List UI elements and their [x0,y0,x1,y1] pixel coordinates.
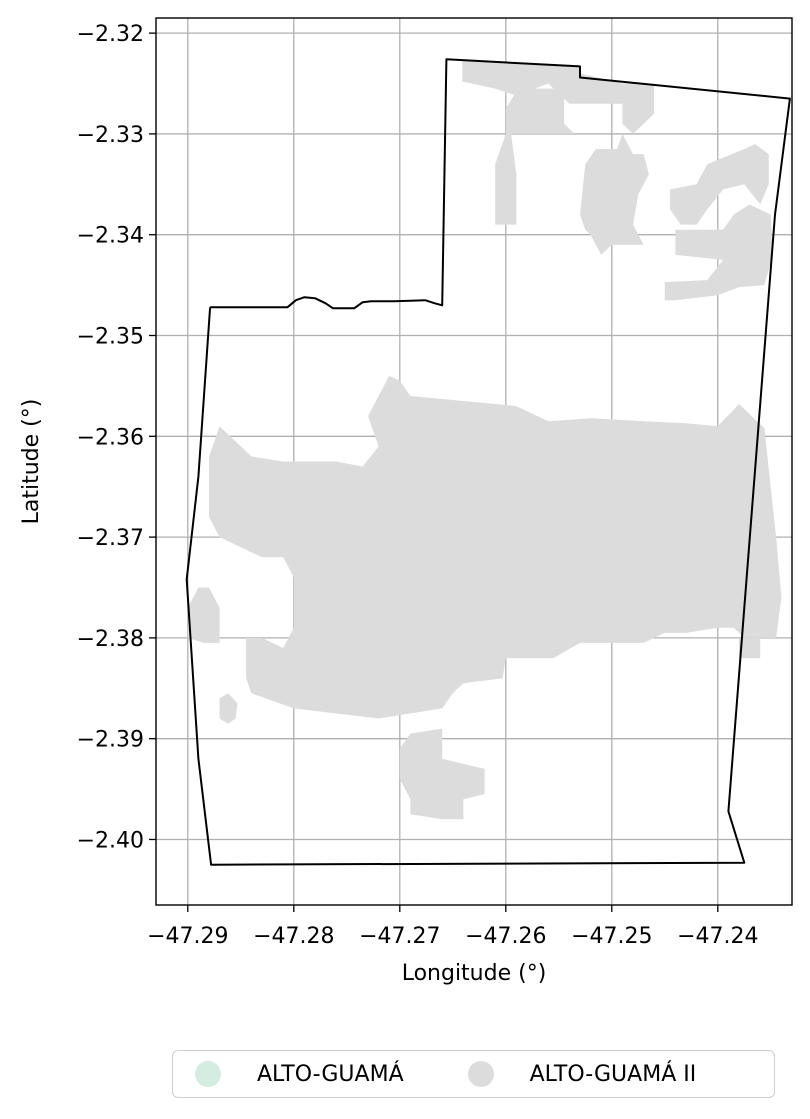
legend-label-alto-guama: ALTO-GUAMÁ [257,1061,404,1087]
x-tick-label-0: −47.29 [147,924,228,949]
region-polygon-0-2 [622,83,655,134]
y-axis-label: Latitude (°) [19,399,44,525]
region-polygon-0-8 [219,693,238,724]
y-tick-label-5: −2.37 [77,526,144,551]
region-polygons [187,59,782,820]
y-tick-label-7: −2.39 [77,728,144,753]
region-polygon-0-3 [580,133,649,255]
legend-label-alto-guama-ii: ALTO-GUAMÁ II [529,1061,697,1087]
y-axis-ticks: −2.32 −2.33 −2.34 −2.35 −2.36 −2.37 −2.38 −2.39… [77,22,156,853]
legend: ALTO-GUAMÁ ALTO-GUAMÁ II [172,1050,775,1098]
x-tick-label-1: −47.28 [253,924,334,949]
legend-item-alto-guama-ii: ALTO-GUAMÁ II [467,1061,697,1087]
y-tick-label-1: −2.33 [77,123,144,148]
region-polygon-0-6 [209,375,782,719]
y-tick-label-4: −2.36 [77,425,144,450]
region-polygon-0-5 [664,204,773,301]
boundary-line [185,58,791,866]
region-polygon-0-10 [739,637,761,659]
x-tick-label-3: −47.26 [465,924,546,949]
axes-frame [155,17,793,906]
y-tick-label-6: −2.38 [77,627,144,652]
x-tick-label-2: −47.27 [359,924,440,949]
y-tick-label-2: −2.34 [77,224,144,249]
legend-item-alto-guama: ALTO-GUAMÁ [195,1061,404,1087]
region-polygon-0-1 [495,88,575,225]
boundary-outline [185,58,791,866]
region-polygon-0-4 [670,144,769,225]
map-chart: −47.29 −47.28 −47.27 −47.26 −47.25 −47.24 −2.… [19,17,793,986]
y-tick-label-0: −2.32 [77,22,144,47]
region-polygon-0-0 [462,59,623,104]
region-polygon-0-7 [187,587,220,643]
x-axis-ticks: −47.29 −47.28 −47.27 −47.26 −47.25 −47.24 [147,905,759,949]
x-tick-label-5: −47.24 [677,924,758,949]
x-axis-label: Longitude (°) [402,961,547,986]
y-tick-label-8: −2.40 [77,828,144,853]
x-tick-label-4: −47.25 [571,924,652,949]
legend-swatch-alto-guama [195,1061,221,1087]
y-tick-label-3: −2.35 [77,325,144,350]
legend-swatch-alto-guama-ii [467,1061,494,1087]
region-polygon-0-9 [399,728,485,820]
